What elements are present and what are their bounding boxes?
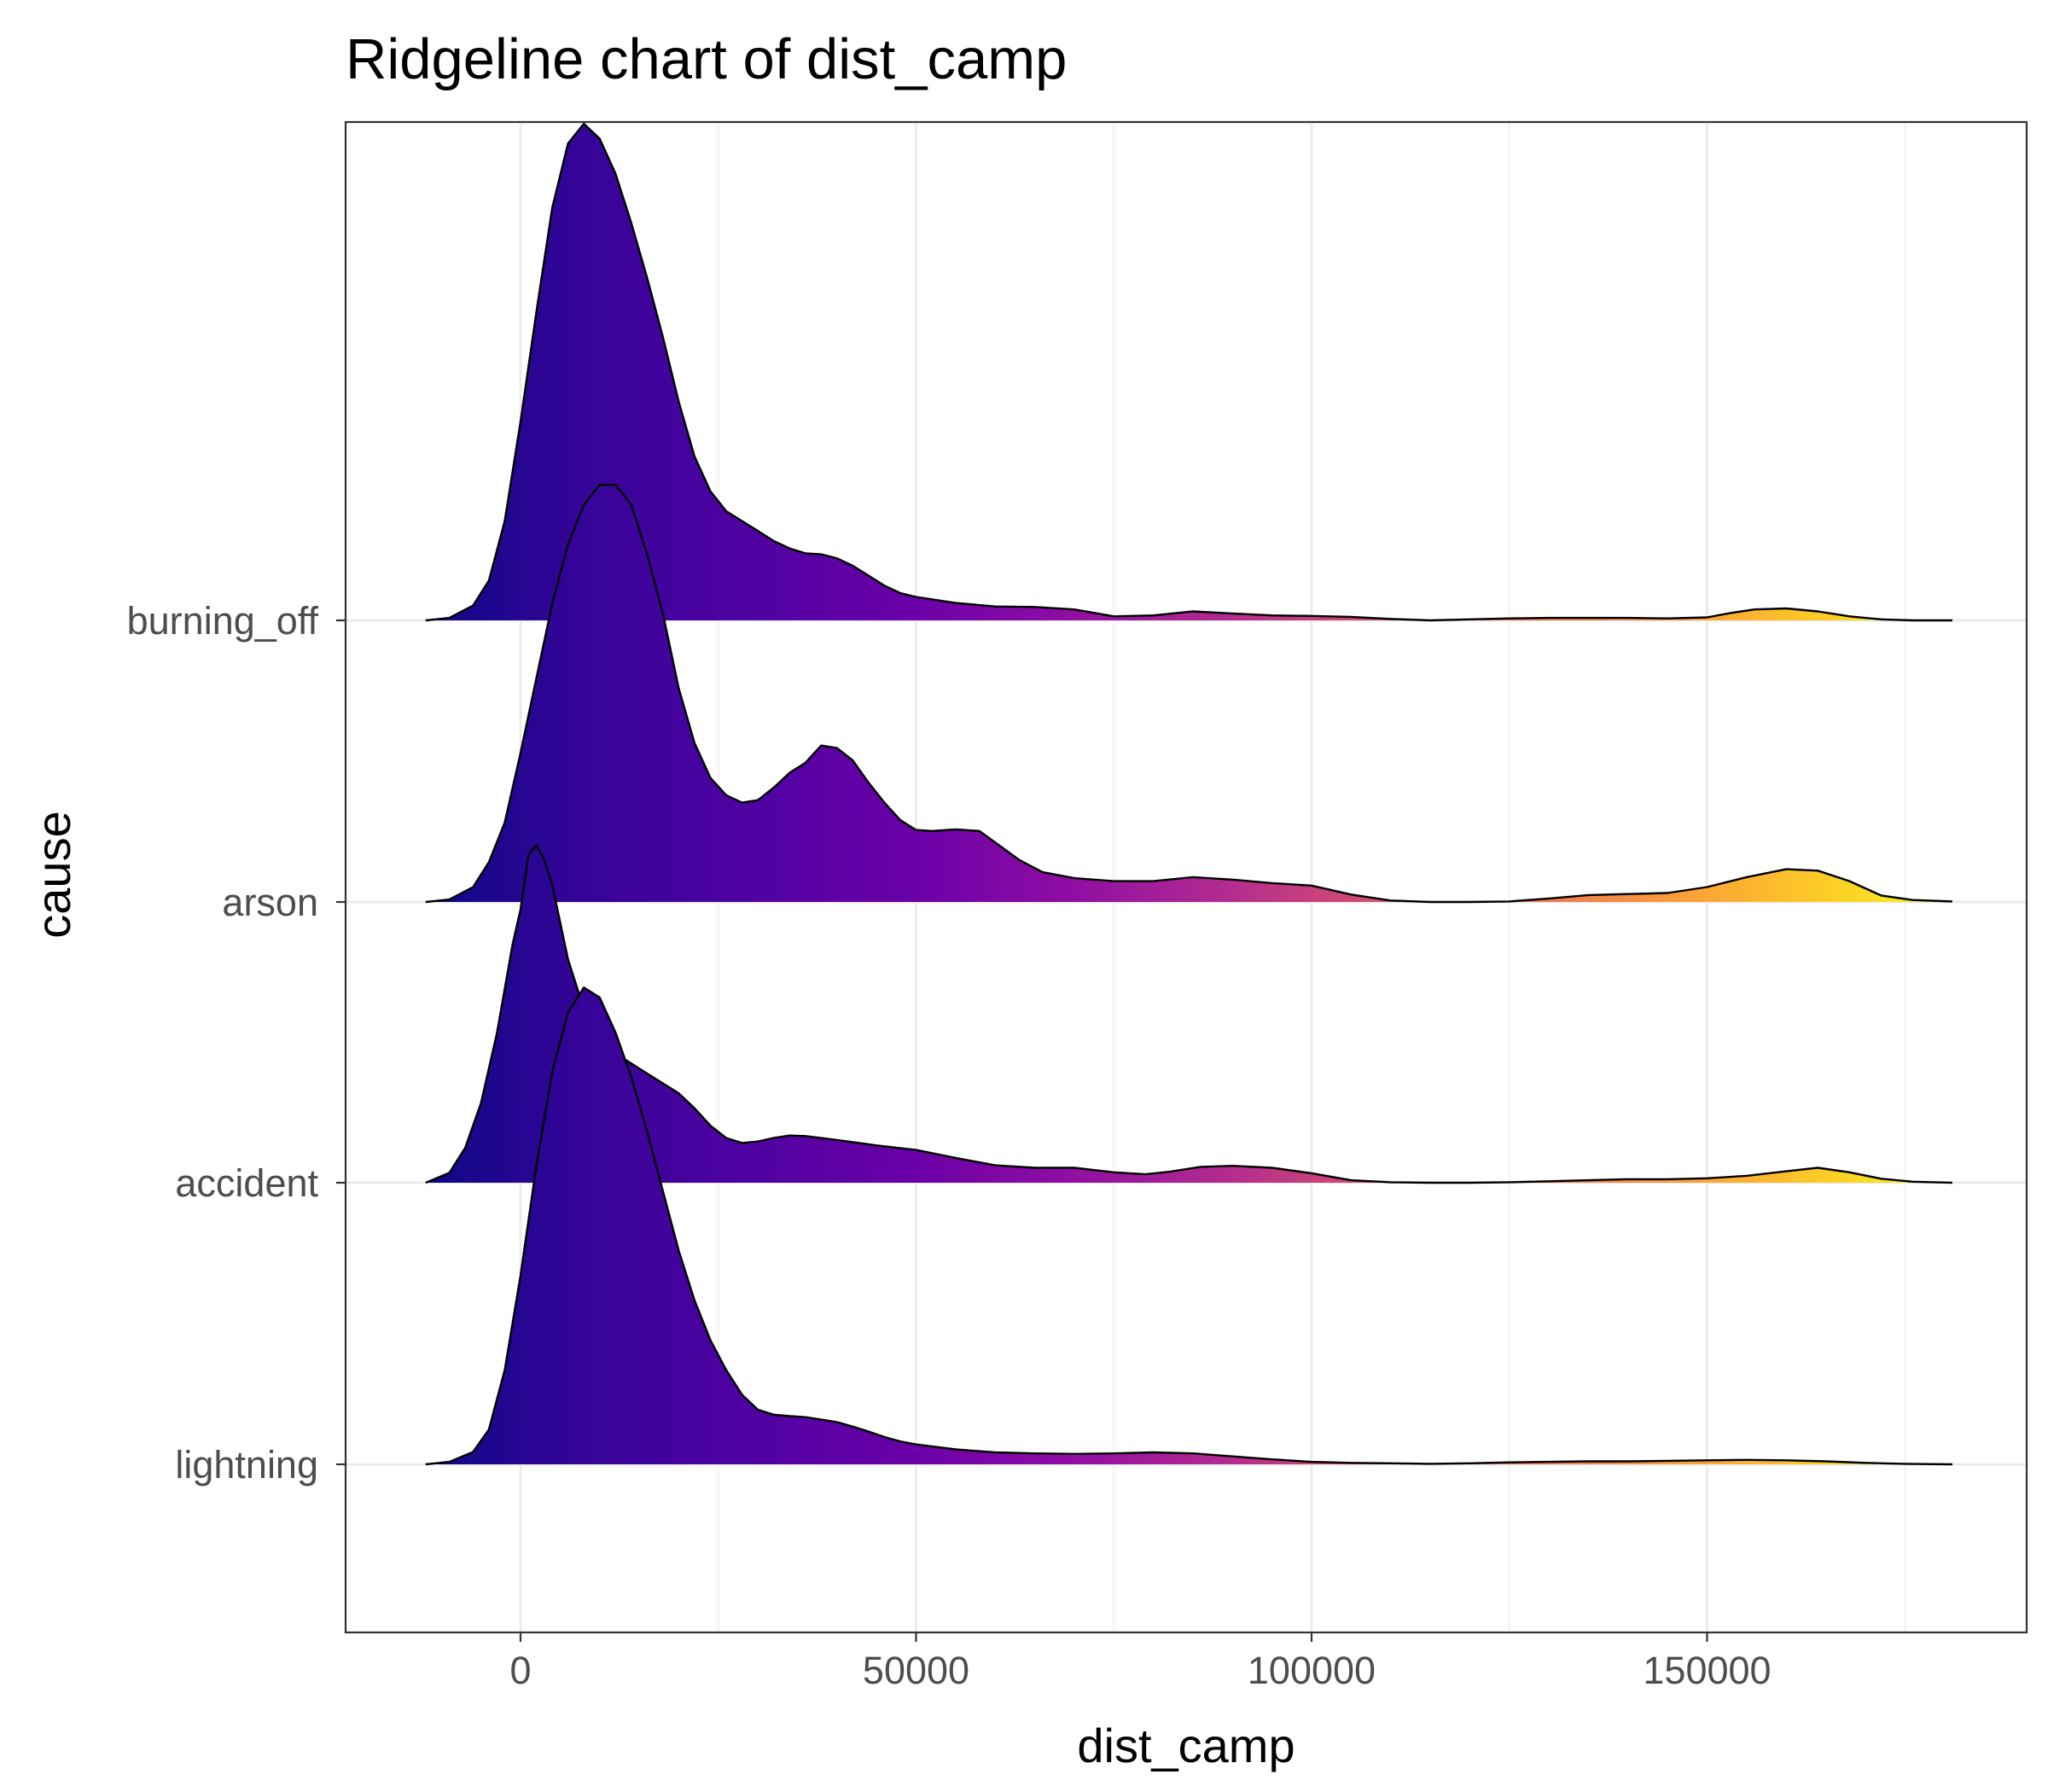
y-tick-label-burning_off: burning_off [127, 599, 319, 643]
ridge-outline-lightning [425, 986, 1952, 1466]
ridge-outline-arson [425, 483, 1952, 904]
ridges [425, 122, 1952, 1466]
y-tick-label-accident: accident [175, 1161, 318, 1205]
x-tick-label: 150000 [1643, 1649, 1771, 1692]
ridge-arson [425, 483, 1952, 904]
x-tick-label: 100000 [1248, 1649, 1376, 1692]
x-tick-label: 50000 [863, 1649, 969, 1692]
chart-title: Ridgeline chart of dist_camp [346, 27, 1067, 91]
ridge-lightning [425, 986, 1952, 1466]
ridge-fill-arson [425, 485, 1952, 902]
ridge-outline-burning_off [425, 122, 1952, 622]
ridge-outline-accident [425, 844, 1952, 1184]
x-axis-title: dist_camp [1077, 1719, 1295, 1772]
y-tick-label-lightning: lightning [175, 1443, 318, 1487]
x-tick-label: 0 [509, 1649, 531, 1692]
y-axis-title: cause [26, 811, 80, 938]
x-axis: 0 50000 100000 150000 [509, 1632, 1772, 1692]
ridge-fill-lightning [425, 987, 1952, 1464]
panel-border [344, 120, 2028, 1634]
y-tick-label-arson: arson [222, 881, 318, 924]
